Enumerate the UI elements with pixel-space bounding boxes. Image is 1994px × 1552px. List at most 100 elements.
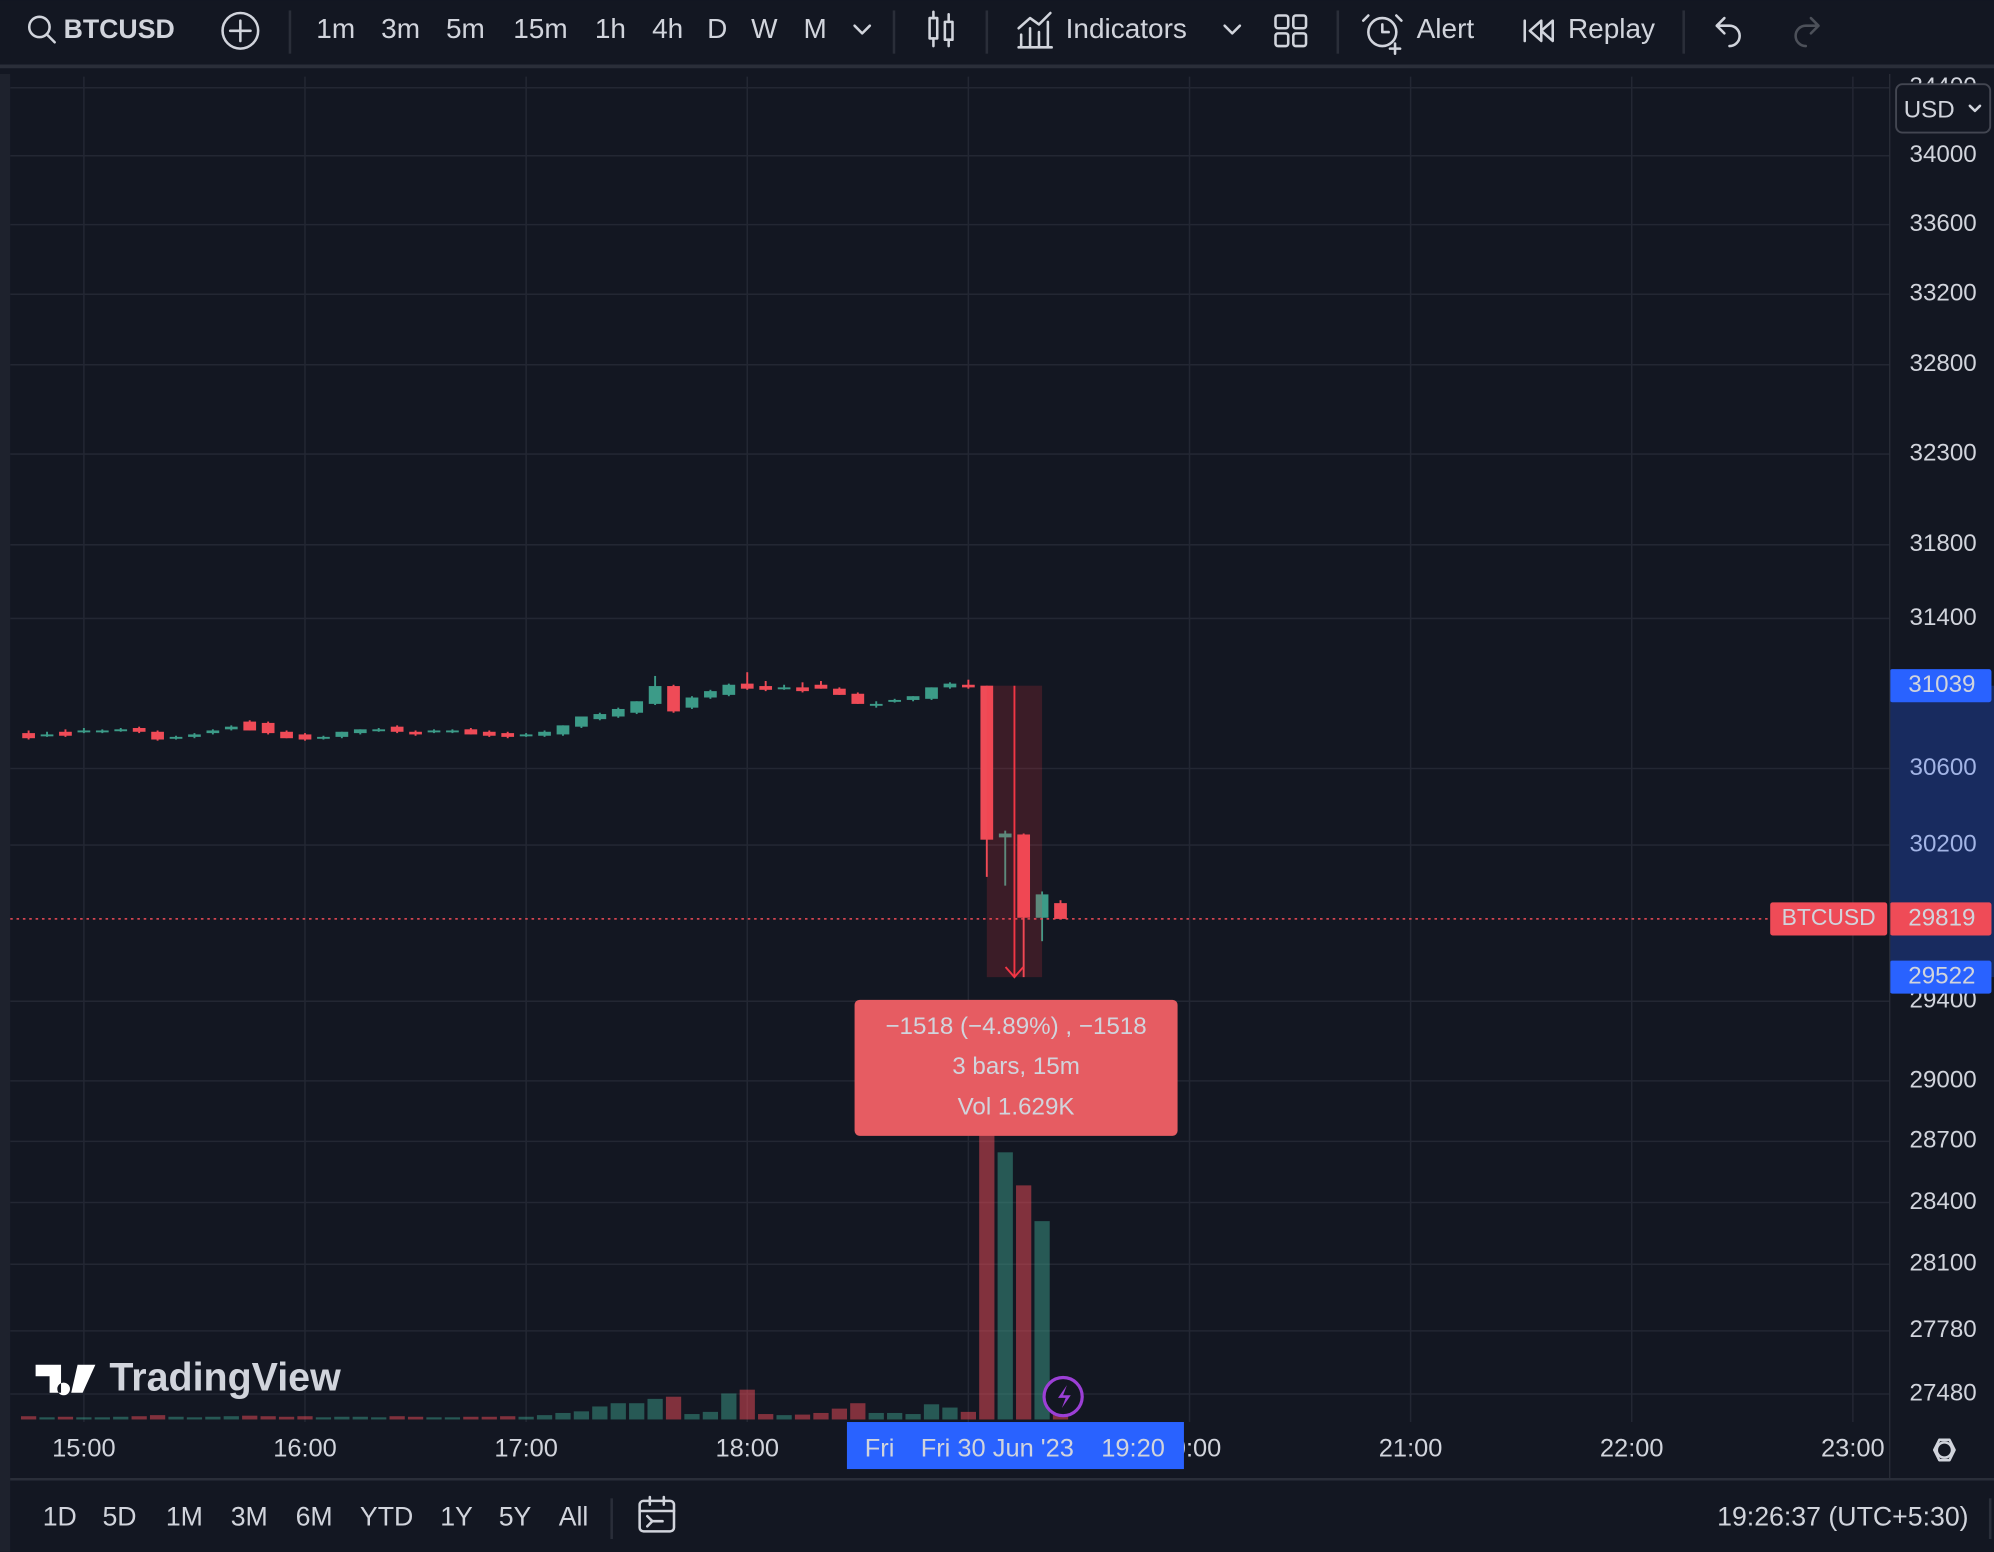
candle-body	[114, 729, 128, 732]
calendar-detail	[638, 1495, 676, 1528]
volume-bar	[426, 1417, 442, 1420]
x-tick-label: 17:00	[494, 1435, 558, 1463]
alarm-icon	[1367, 16, 1398, 48]
y-tick-label: 28400	[1910, 1188, 1977, 1215]
range-button[interactable]: 5Y	[499, 1502, 532, 1532]
range-button[interactable]: YTD	[360, 1502, 413, 1532]
volume-bar	[813, 1412, 829, 1420]
candle-body	[427, 730, 441, 733]
crosshair-box	[846, 1422, 1184, 1470]
currency[interactable]: USD	[1904, 96, 1955, 123]
volume-bar	[702, 1411, 719, 1420]
volume-bar	[131, 1416, 147, 1420]
symbol[interactable]: BTCUSD	[64, 14, 175, 44]
range-button[interactable]: 6M	[296, 1502, 333, 1532]
y-tick-label: 30200	[1910, 830, 1977, 857]
currency-chevron	[1968, 104, 1982, 113]
clock[interactable]: 19:26:37 (UTC+5:30)	[1717, 1502, 1968, 1532]
volume-bar	[113, 1416, 129, 1420]
alert-button[interactable]: Alert	[1361, 13, 1475, 55]
volume-bar	[923, 1404, 940, 1420]
range-button[interactable]: 1M	[166, 1502, 203, 1532]
volume-bar	[536, 1415, 553, 1420]
volume-bar	[997, 1152, 1013, 1420]
volume-bar	[168, 1416, 184, 1420]
currency-select[interactable]: USD	[1895, 83, 1992, 134]
redo	[1794, 16, 1820, 48]
interval[interactable]: W	[751, 13, 778, 44]
volume-bar	[647, 1398, 663, 1420]
candle-body	[906, 696, 920, 700]
range-button[interactable]: 3M	[231, 1502, 268, 1532]
volume-bar	[739, 1389, 755, 1420]
currency-box[interactable]	[1895, 83, 1992, 134]
volume-bar	[887, 1412, 903, 1420]
interval[interactable]: 5m	[446, 13, 485, 44]
indicators-label[interactable]: Indicators	[1066, 13, 1187, 44]
y-tick-label: 31400	[1910, 604, 1977, 631]
candle-body	[409, 731, 422, 735]
volume-bar	[334, 1416, 350, 1420]
replay-button[interactable]: Replay	[1523, 13, 1655, 44]
volume-bar	[721, 1393, 737, 1420]
interval[interactable]: 15m	[513, 13, 567, 44]
volume-bar	[149, 1415, 166, 1420]
volume-bar	[242, 1415, 258, 1420]
candle-body	[611, 708, 625, 717]
replay-label[interactable]: Replay	[1568, 13, 1655, 44]
layout-button[interactable]	[1274, 14, 1308, 48]
intervals: 1m 3m 5m 15m 1h 4h D W M	[316, 13, 827, 44]
undo[interactable]	[1715, 16, 1741, 48]
interval[interactable]: M	[803, 13, 826, 44]
symbol-search[interactable]: BTCUSD	[27, 14, 175, 44]
gear-outline	[1932, 1438, 1956, 1462]
interval[interactable]: 1m	[316, 13, 355, 44]
compare-button[interactable]	[221, 11, 260, 50]
volume-bar	[905, 1414, 921, 1420]
candle-body	[280, 731, 293, 739]
goto-date[interactable]	[638, 1495, 676, 1533]
badge-bolt	[1058, 1385, 1071, 1409]
alert-label[interactable]: Alert	[1417, 13, 1475, 44]
candle-body	[704, 691, 717, 698]
interval[interactable]: 1h	[595, 13, 626, 44]
interval[interactable]: 3m	[381, 13, 420, 44]
axis-settings[interactable]	[1932, 1438, 1956, 1462]
volume-bar	[610, 1403, 626, 1420]
candle-body	[925, 687, 938, 699]
y-tick-label: 27780	[1910, 1316, 1977, 1343]
interval-menu[interactable]	[853, 24, 872, 35]
volume-bar	[831, 1408, 848, 1420]
symbol-tag-label: BTCUSD	[1782, 904, 1876, 930]
candle-body	[980, 685, 994, 840]
y-tick-label: 34000	[1910, 141, 1977, 168]
time-axis[interactable]: 15:0016:0017:0018:0019:0020:0021:0022:00…	[52, 74, 1891, 1478]
volume-bar	[389, 1416, 405, 1420]
interval[interactable]: D	[707, 13, 727, 44]
chart-type-button[interactable]	[928, 10, 954, 48]
volume-bar	[223, 1416, 239, 1420]
volume-bar	[352, 1416, 368, 1420]
volume-bar	[76, 1417, 92, 1420]
indicators-button[interactable]: Indicators	[1017, 11, 1242, 49]
bottom-bar: 1D 5D 1M 3M 6M YTD 1Y 5Y All 19:26:37 (UTC+5:30)	[10, 1477, 1994, 1540]
lightning-badge[interactable]	[1042, 1375, 1084, 1418]
interval[interactable]: 4h	[652, 13, 683, 44]
y-tick-label: 33600	[1910, 210, 1977, 237]
range-button[interactable]: 5D	[102, 1502, 136, 1532]
range-button[interactable]: 1Y	[440, 1502, 473, 1532]
alarm-icon-detail	[1361, 14, 1403, 55]
candle-body	[593, 714, 607, 720]
range-button[interactable]: 1D	[43, 1502, 77, 1532]
volume-bar	[684, 1414, 700, 1420]
calendar-icon	[638, 1499, 676, 1533]
y-tick-label: 32300	[1910, 439, 1977, 466]
candle-body	[501, 733, 515, 737]
volume-bar	[407, 1416, 424, 1420]
measure-text: −1518 (−4.89%) , −1518	[885, 1013, 1146, 1040]
candle-body	[630, 701, 644, 713]
candle-body	[77, 730, 91, 733]
volume-bar	[57, 1416, 74, 1420]
range-button[interactable]: All	[559, 1502, 589, 1532]
indicators-menu[interactable]	[1223, 24, 1242, 35]
